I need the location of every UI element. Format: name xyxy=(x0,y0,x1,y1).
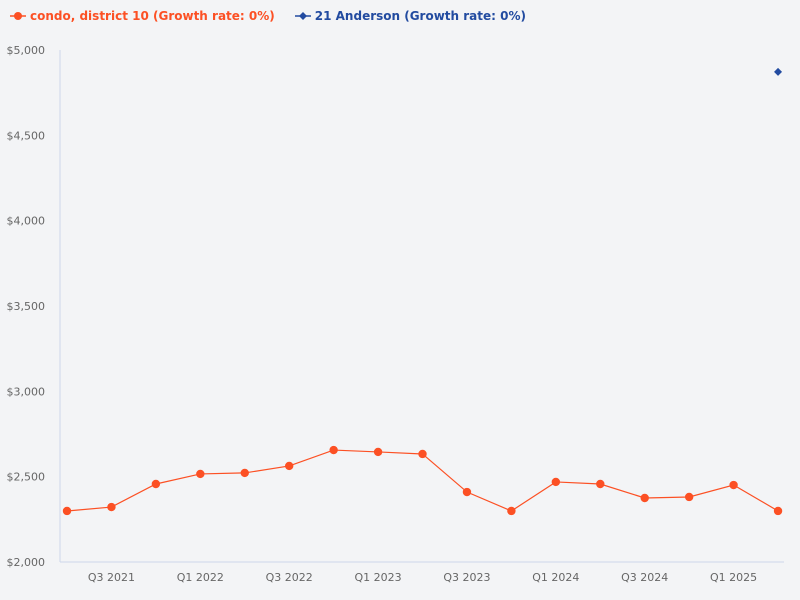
x-tick-label: Q3 2022 xyxy=(266,571,313,584)
data-point-diamond[interactable] xyxy=(774,67,783,76)
data-point[interactable] xyxy=(418,449,427,459)
diamond-marker-icon xyxy=(294,12,311,20)
x-tick-label: Q1 2025 xyxy=(710,571,757,584)
legend-label: 21 Anderson (Growth rate: 0%) xyxy=(314,9,526,23)
x-tick-label: Q3 2024 xyxy=(621,571,668,584)
data-point[interactable] xyxy=(285,461,294,471)
y-tick-label: $3,500 xyxy=(7,300,46,313)
data-point[interactable] xyxy=(640,493,649,503)
x-tick-label: Q1 2024 xyxy=(532,571,579,584)
data-point[interactable] xyxy=(551,477,561,487)
x-tick-label: Q1 2022 xyxy=(177,571,224,584)
data-point[interactable] xyxy=(684,492,694,502)
data-point[interactable] xyxy=(507,506,516,516)
y-tick-label: $5,000 xyxy=(7,44,46,57)
x-tick-label: Q3 2021 xyxy=(88,571,135,584)
series-line xyxy=(66,449,779,512)
y-tick-label: $4,500 xyxy=(7,129,46,142)
data-point[interactable] xyxy=(62,506,72,516)
data-point[interactable] xyxy=(329,445,338,455)
data-point[interactable] xyxy=(462,487,472,497)
data-point[interactable] xyxy=(596,479,605,489)
x-tick-label: Q3 2023 xyxy=(443,571,490,584)
data-point[interactable] xyxy=(773,506,783,516)
y-tick-label: $2,500 xyxy=(7,471,46,484)
legend-item-condo[interactable]: condo, district 10 (Growth rate: 0%) xyxy=(10,9,275,23)
y-tick-label: $3,000 xyxy=(7,385,46,398)
data-point[interactable] xyxy=(373,447,383,457)
data-point[interactable] xyxy=(240,468,249,478)
y-tick-label: $2,000 xyxy=(7,556,46,569)
data-point[interactable] xyxy=(107,502,116,512)
data-point[interactable] xyxy=(729,480,738,490)
data-point[interactable] xyxy=(196,469,205,479)
legend-item-anderson[interactable]: 21 Anderson (Growth rate: 0%) xyxy=(294,9,526,23)
chart-legend: condo, district 10 (Growth rate: 0%) 21 … xyxy=(10,9,526,23)
circle-marker-icon xyxy=(10,12,26,20)
legend-label: condo, district 10 (Growth rate: 0%) xyxy=(30,9,275,23)
x-tick-label: Q1 2023 xyxy=(355,571,402,584)
data-point[interactable] xyxy=(151,479,161,489)
y-tick-label: $4,000 xyxy=(7,215,46,228)
